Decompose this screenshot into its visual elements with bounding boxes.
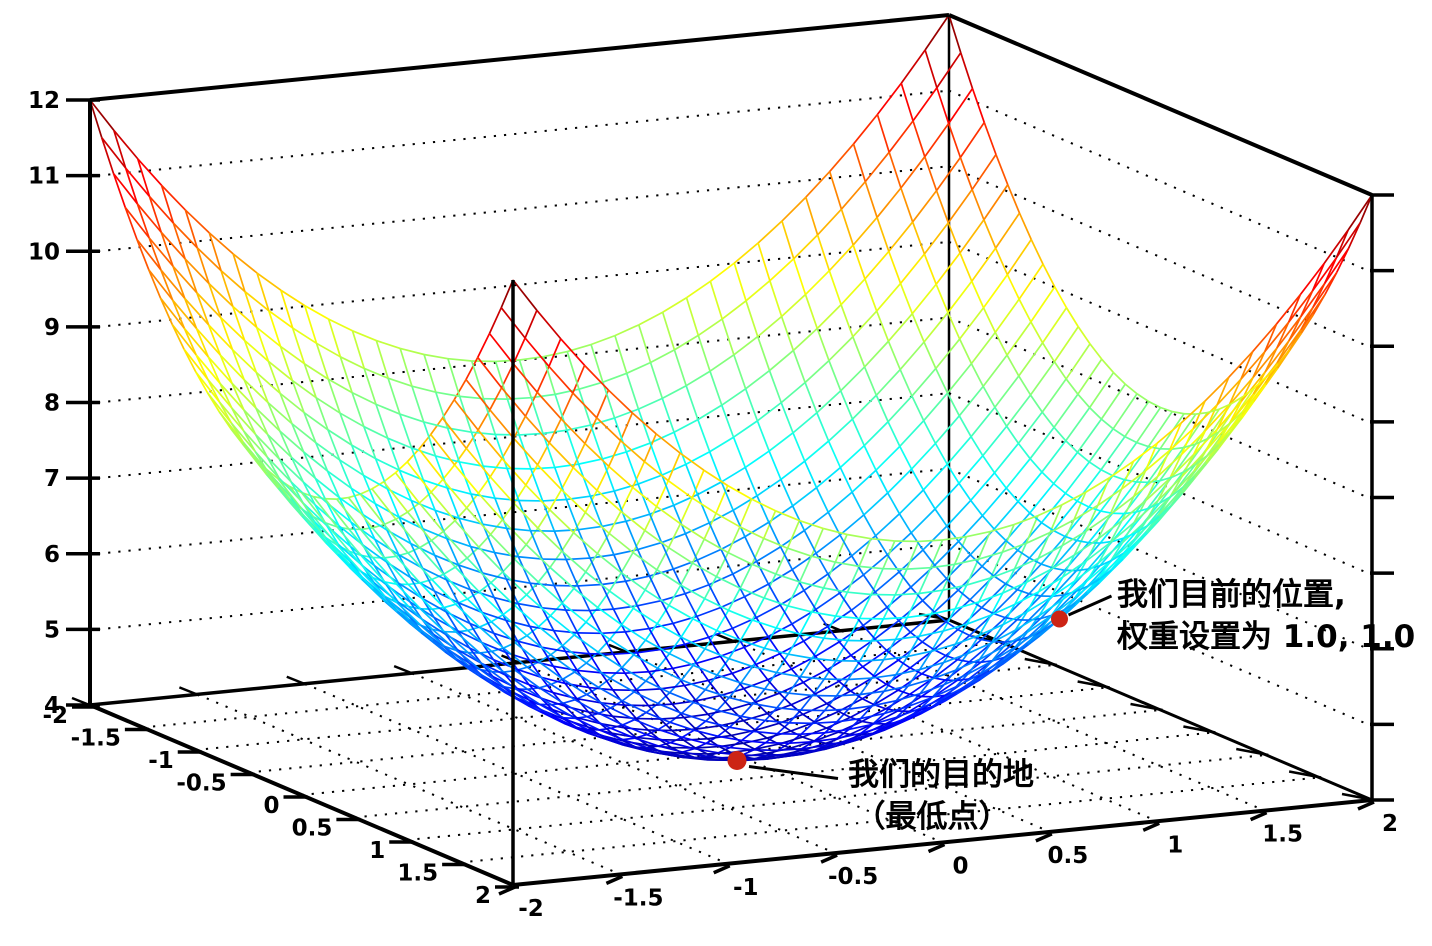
x-tick-label: 0.5: [292, 816, 333, 842]
x-tick-label: 0: [263, 793, 279, 819]
y-tick-label: 1.5: [1262, 822, 1303, 848]
x-tick-label: -2: [42, 703, 68, 729]
z-tick-label: 10: [28, 239, 60, 265]
y-tick-label: 2: [1382, 811, 1398, 837]
x-tick-label: 1.5: [397, 861, 438, 887]
z-tick-label: 5: [44, 617, 60, 643]
y-tick-label: -1.5: [613, 885, 663, 911]
x-tick-label: 2: [475, 883, 491, 909]
x-tick-label: -1: [148, 748, 174, 774]
z-axis: 4 5 6 7 8 9 10 11 12: [28, 88, 100, 719]
z-tick-label: 8: [44, 391, 60, 417]
y-tick-label: 0: [952, 854, 968, 880]
y-tick-label: -1: [733, 875, 759, 901]
y-tick-label: 0.5: [1048, 843, 1089, 869]
annotation-label: 我们的目的地: [848, 757, 1034, 793]
x-tick-label: -0.5: [176, 771, 226, 797]
surface-mesh: [89, 14, 1373, 762]
y-axis: -2 -1.5 -1 -0.5 0 0.5 1 1.5 2: [498, 800, 1398, 922]
marker-dot: [727, 751, 747, 770]
marker-dot: [1051, 610, 1068, 628]
x-axis: -2-1.5 -1-0.5 0 0.5 1 1.5 2: [42, 703, 519, 909]
y-tick-label: -0.5: [828, 864, 878, 890]
z-tick-label: 6: [44, 542, 60, 568]
annotation-label: （最低点）: [855, 799, 1010, 835]
x-tick-label: 1: [369, 838, 385, 864]
y-tick-label: -2: [518, 896, 544, 922]
marker-current-position: 我们目前的位置, 权重设置为 1.0, 1.0: [1051, 577, 1415, 655]
z-tick-label: 4: [44, 693, 60, 719]
y-tick-label: 1: [1167, 832, 1183, 858]
z-tick-label: 12: [28, 88, 60, 114]
right-edge-ticks: [1370, 193, 1394, 802]
z-tick-label: 9: [44, 315, 60, 341]
floor-grid: [142, 629, 1320, 876]
z-tick-label: 11: [28, 164, 60, 190]
annotation-label: 权重设置为 1.0, 1.0: [1116, 619, 1415, 655]
x-tick-label: -1.5: [71, 726, 121, 752]
z-tick-label: 7: [44, 466, 60, 492]
annotation-label: 我们目前的位置,: [1117, 577, 1346, 613]
marker-destination: 我们的目的地 （最低点）: [727, 751, 1034, 835]
